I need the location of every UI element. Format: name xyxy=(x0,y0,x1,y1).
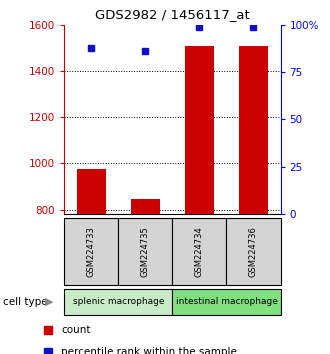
Bar xyxy=(226,218,280,285)
Bar xyxy=(131,199,160,214)
Text: count: count xyxy=(61,325,91,335)
Text: intestinal macrophage: intestinal macrophage xyxy=(176,297,278,306)
Bar xyxy=(64,218,118,285)
Bar xyxy=(184,46,214,214)
Text: GSM224735: GSM224735 xyxy=(141,226,150,277)
Bar xyxy=(173,289,280,315)
Text: cell type: cell type xyxy=(3,297,48,307)
Text: ▶: ▶ xyxy=(45,297,54,307)
Bar xyxy=(64,289,173,315)
Bar xyxy=(173,218,226,285)
Bar xyxy=(118,218,173,285)
Title: GDS2982 / 1456117_at: GDS2982 / 1456117_at xyxy=(95,8,250,21)
Text: splenic macrophage: splenic macrophage xyxy=(73,297,164,306)
Text: percentile rank within the sample: percentile rank within the sample xyxy=(61,347,237,354)
Bar xyxy=(239,46,268,214)
Bar xyxy=(77,169,106,214)
Text: GSM224736: GSM224736 xyxy=(249,226,258,277)
Text: GSM224733: GSM224733 xyxy=(87,226,96,277)
Text: GSM224734: GSM224734 xyxy=(195,226,204,277)
